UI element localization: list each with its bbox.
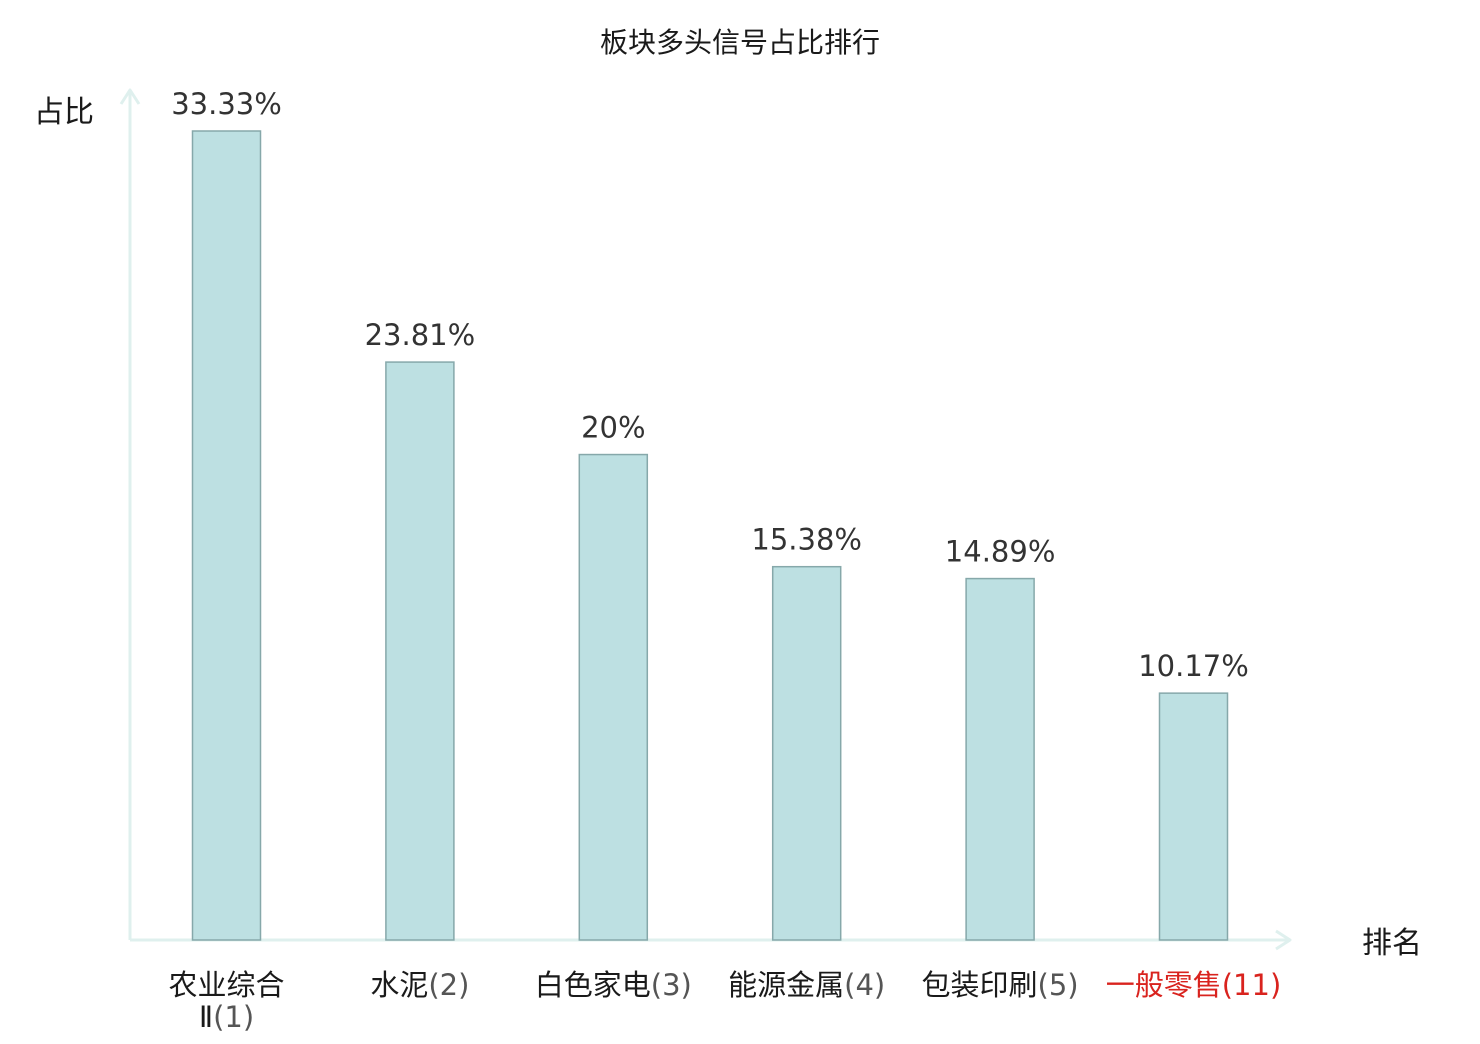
category-name: 农业综合 <box>168 968 284 1002</box>
category-rank: (11) <box>1222 968 1282 1002</box>
y-axis-label: 占比 <box>34 95 94 130</box>
bar <box>965 577 1035 941</box>
category-name: 能源金属 <box>728 968 844 1002</box>
value-label: 10.17% <box>1138 649 1249 683</box>
category-name: Ⅱ <box>199 1000 213 1034</box>
category-name: 包装印刷 <box>922 968 1038 1002</box>
x-axis-arrow-icon <box>1275 929 1292 951</box>
value-label: 14.89% <box>945 535 1056 569</box>
chart-title: 板块多头信号占比排行 <box>600 26 880 59</box>
category-rank: (5) <box>1038 968 1079 1002</box>
category-label: 白色家电(3) <box>535 968 692 1002</box>
category-label: 农业综合 Ⅱ(1) <box>168 968 284 1034</box>
category-label: 包装印刷(5) <box>922 968 1079 1002</box>
value-label: 33.33% <box>171 87 282 121</box>
category-label: 水泥(2) <box>370 968 469 1002</box>
bars <box>191 130 1229 941</box>
value-label: 23.81% <box>365 318 476 352</box>
category-rank: (4) <box>844 968 885 1002</box>
category-label: 能源金属(4) <box>728 968 885 1002</box>
value-label: 20% <box>581 411 645 445</box>
bar <box>578 453 649 941</box>
value-labels: 33.33% 23.81% 20% 15.38% 14.89% 10.17% <box>171 87 1249 683</box>
axes <box>119 88 1292 951</box>
x-axis-label: 排名 <box>1362 926 1422 961</box>
bar <box>1158 692 1229 941</box>
bar <box>385 361 455 941</box>
category-rank: (1) <box>213 1000 254 1034</box>
category-name: 一般零售 <box>1106 968 1222 1002</box>
value-label: 15.38% <box>751 523 862 557</box>
category-label: 一般零售(11) <box>1106 968 1282 1002</box>
y-axis-arrow-icon <box>119 88 141 105</box>
category-rank: (2) <box>428 968 469 1002</box>
category-labels: 农业综合 Ⅱ(1)水泥(2) 白色家电(3) 能源金属(4) 包装印刷(5) 一般零售(1… <box>168 968 1281 1034</box>
bar <box>771 565 842 941</box>
bar <box>191 130 262 941</box>
category-name: 白色家电 <box>535 968 651 1002</box>
category-name: 水泥 <box>370 968 428 1002</box>
category-rank: (3) <box>651 968 692 1002</box>
